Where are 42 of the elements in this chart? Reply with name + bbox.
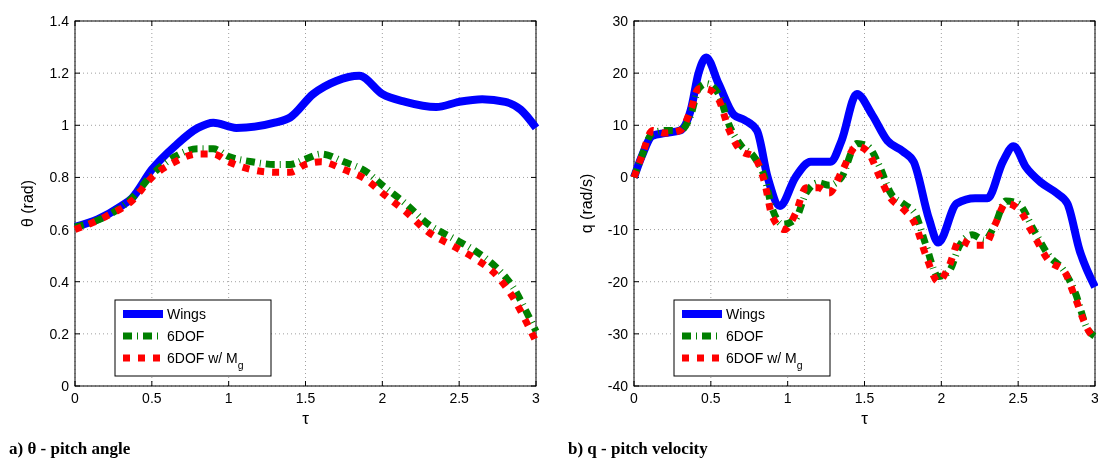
y-tick-label: -20 bbox=[607, 273, 629, 290]
x-tick-label: 2 bbox=[937, 390, 946, 406]
x-tick-label: 0 bbox=[630, 390, 639, 406]
y-tick-label: 0 bbox=[61, 378, 70, 394]
x-axis-title: τ bbox=[861, 409, 869, 428]
y-tick-label: 30 bbox=[612, 13, 629, 29]
x-tick-label: 1.5 bbox=[854, 390, 875, 406]
x-tick-label: 2 bbox=[378, 390, 387, 406]
y-tick-label: 0.2 bbox=[49, 325, 70, 342]
y-tick-label: 1.2 bbox=[49, 65, 70, 82]
x-tick-label: 1 bbox=[224, 390, 233, 406]
text: a) θ - pitch angle bbox=[9, 439, 131, 458]
x-tick-label: 0.5 bbox=[142, 390, 162, 406]
y-tick-label: 1.4 bbox=[49, 13, 70, 29]
y-axis-title: q (rad/s) bbox=[578, 173, 595, 234]
x-tick-label: 1.5 bbox=[295, 390, 316, 406]
legend-label: Wings bbox=[167, 306, 206, 322]
y-tick-label: -40 bbox=[607, 378, 629, 394]
x-tick-label: 2.5 bbox=[449, 390, 470, 406]
legend-label: 6DOF w/ M$_{g}$ bbox=[167, 350, 244, 371]
y-tick-label: 10 bbox=[612, 117, 629, 134]
x-tick-label: 2.5 bbox=[1008, 390, 1029, 406]
y-tick-label: 1 bbox=[61, 117, 70, 134]
y-tick-label: 0.4 bbox=[49, 273, 70, 290]
x-tick-label: 1 bbox=[783, 390, 792, 406]
x-tick-label: 3 bbox=[1091, 390, 1100, 406]
legend-label: 6DOF bbox=[167, 328, 205, 344]
legend-label: 6DOF w/ M$_{g}$ bbox=[726, 350, 803, 371]
y-tick-label: 20 bbox=[612, 65, 629, 82]
x-tick-label: 0.5 bbox=[701, 390, 721, 406]
y-tick-label: 0.6 bbox=[49, 221, 70, 238]
y-tick-label: 0.8 bbox=[49, 169, 70, 186]
x-axis-title: τ bbox=[302, 409, 310, 428]
y-tick-label: -10 bbox=[607, 221, 629, 238]
y-tick-label: 0 bbox=[620, 169, 629, 186]
x-tick-label: 0 bbox=[71, 390, 80, 406]
legend-label: 6DOF bbox=[726, 328, 764, 344]
legend-label: Wings bbox=[726, 306, 765, 322]
y-tick-label: -30 bbox=[607, 325, 629, 342]
text: b) q - pitch velocity bbox=[568, 439, 709, 458]
x-tick-label: 3 bbox=[532, 390, 541, 406]
y-axis-title: θ (rad) bbox=[19, 179, 36, 228]
